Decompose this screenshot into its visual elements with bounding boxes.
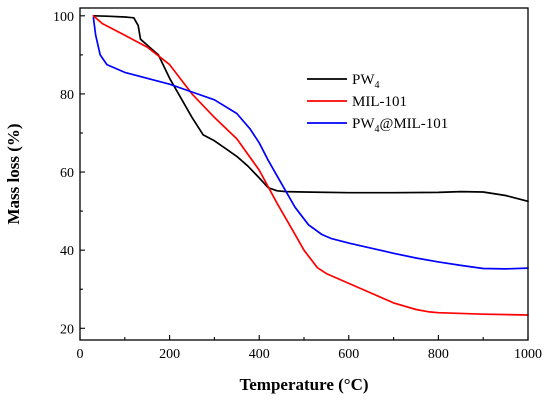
series-line-2 (92, 16, 529, 270)
legend-label-2: PW4@MIL-101 (352, 116, 448, 135)
legend-label-1: MIL-101 (352, 94, 407, 110)
y-tick-label: 40 (60, 244, 74, 259)
legend-label-0: PW4 (352, 72, 380, 91)
x-tick-label: 400 (249, 347, 270, 362)
y-tick-label: 100 (53, 10, 74, 25)
x-tick-label: 200 (159, 347, 180, 362)
legend: PW4 MIL-101 PW4@MIL-101 (307, 72, 448, 135)
series-layer (92, 14, 529, 316)
x-tick-label: 1000 (514, 347, 542, 362)
y-axis-ticks: 20 40 60 80 100 (53, 10, 85, 337)
plot-frame (79, 7, 529, 341)
x-tick-label: 0 (77, 347, 84, 362)
y-axis-title: Mass loss (%) (4, 123, 23, 224)
x-tick-label: 600 (338, 347, 359, 362)
x-tick-label: 800 (428, 347, 449, 362)
series-line-0 (92, 14, 529, 203)
x-axis-title: Temperature (°C) (239, 375, 368, 394)
y-tick-label: 60 (60, 166, 74, 181)
series-line-1 (92, 14, 529, 316)
x-axis-ticks: 0 200 400 600 800 1000 (77, 335, 542, 362)
y-tick-label: 80 (60, 88, 74, 103)
y-tick-label: 20 (60, 322, 74, 337)
